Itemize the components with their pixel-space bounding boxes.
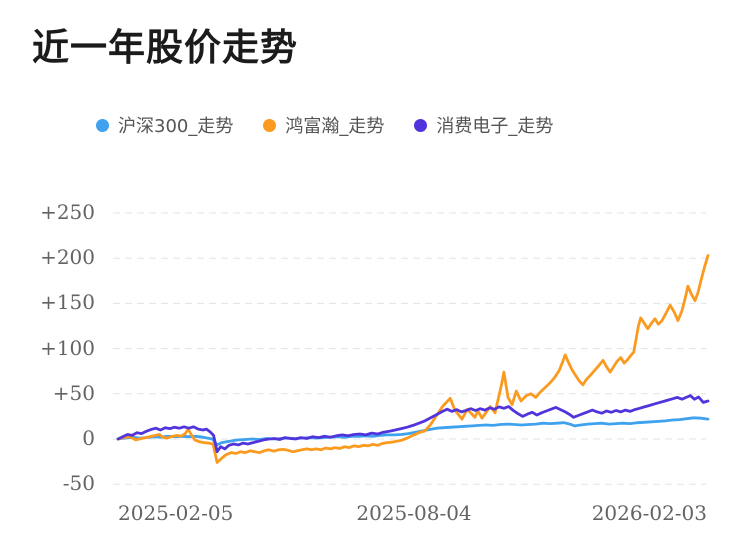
x-axis-tick: 2025-02-05 — [118, 501, 234, 525]
y-axis-tick: +200 — [40, 245, 95, 270]
y-axis-tick: -50 — [62, 471, 95, 496]
legend-item-consumer-electronics[interactable]: 消费电子_走势 — [414, 112, 553, 138]
x-axis-tick: 2026-02-03 — [591, 501, 707, 525]
series-dot-icon — [263, 118, 277, 132]
y-axis-tick: +150 — [40, 290, 95, 315]
y-axis-tick: 0 — [82, 426, 95, 450]
legend-label: 消费电子_走势 — [436, 116, 554, 137]
y-axis-tick: +50 — [52, 380, 95, 405]
x-axis-tick: 2025-08-04 — [356, 501, 472, 525]
series-dot-icon — [96, 118, 109, 132]
y-axis-tick: +100 — [40, 335, 95, 360]
chart-title: 近一年股价走势 — [32, 26, 298, 69]
legend: 沪深300_走势 鸿富瀚_走势 消费电子_走势 — [96, 112, 553, 138]
legend-label: 鸿富瀚_走势 — [285, 116, 385, 137]
legend-item-hs300[interactable]: 沪深300_走势 — [96, 112, 233, 138]
legend-label: 沪深300_走势 — [118, 116, 234, 137]
y-axis-tick: +250 — [40, 200, 95, 224]
legend-item-hongfuhan[interactable]: 鸿富瀚_走势 — [263, 112, 384, 138]
series-dot-icon — [414, 118, 428, 132]
